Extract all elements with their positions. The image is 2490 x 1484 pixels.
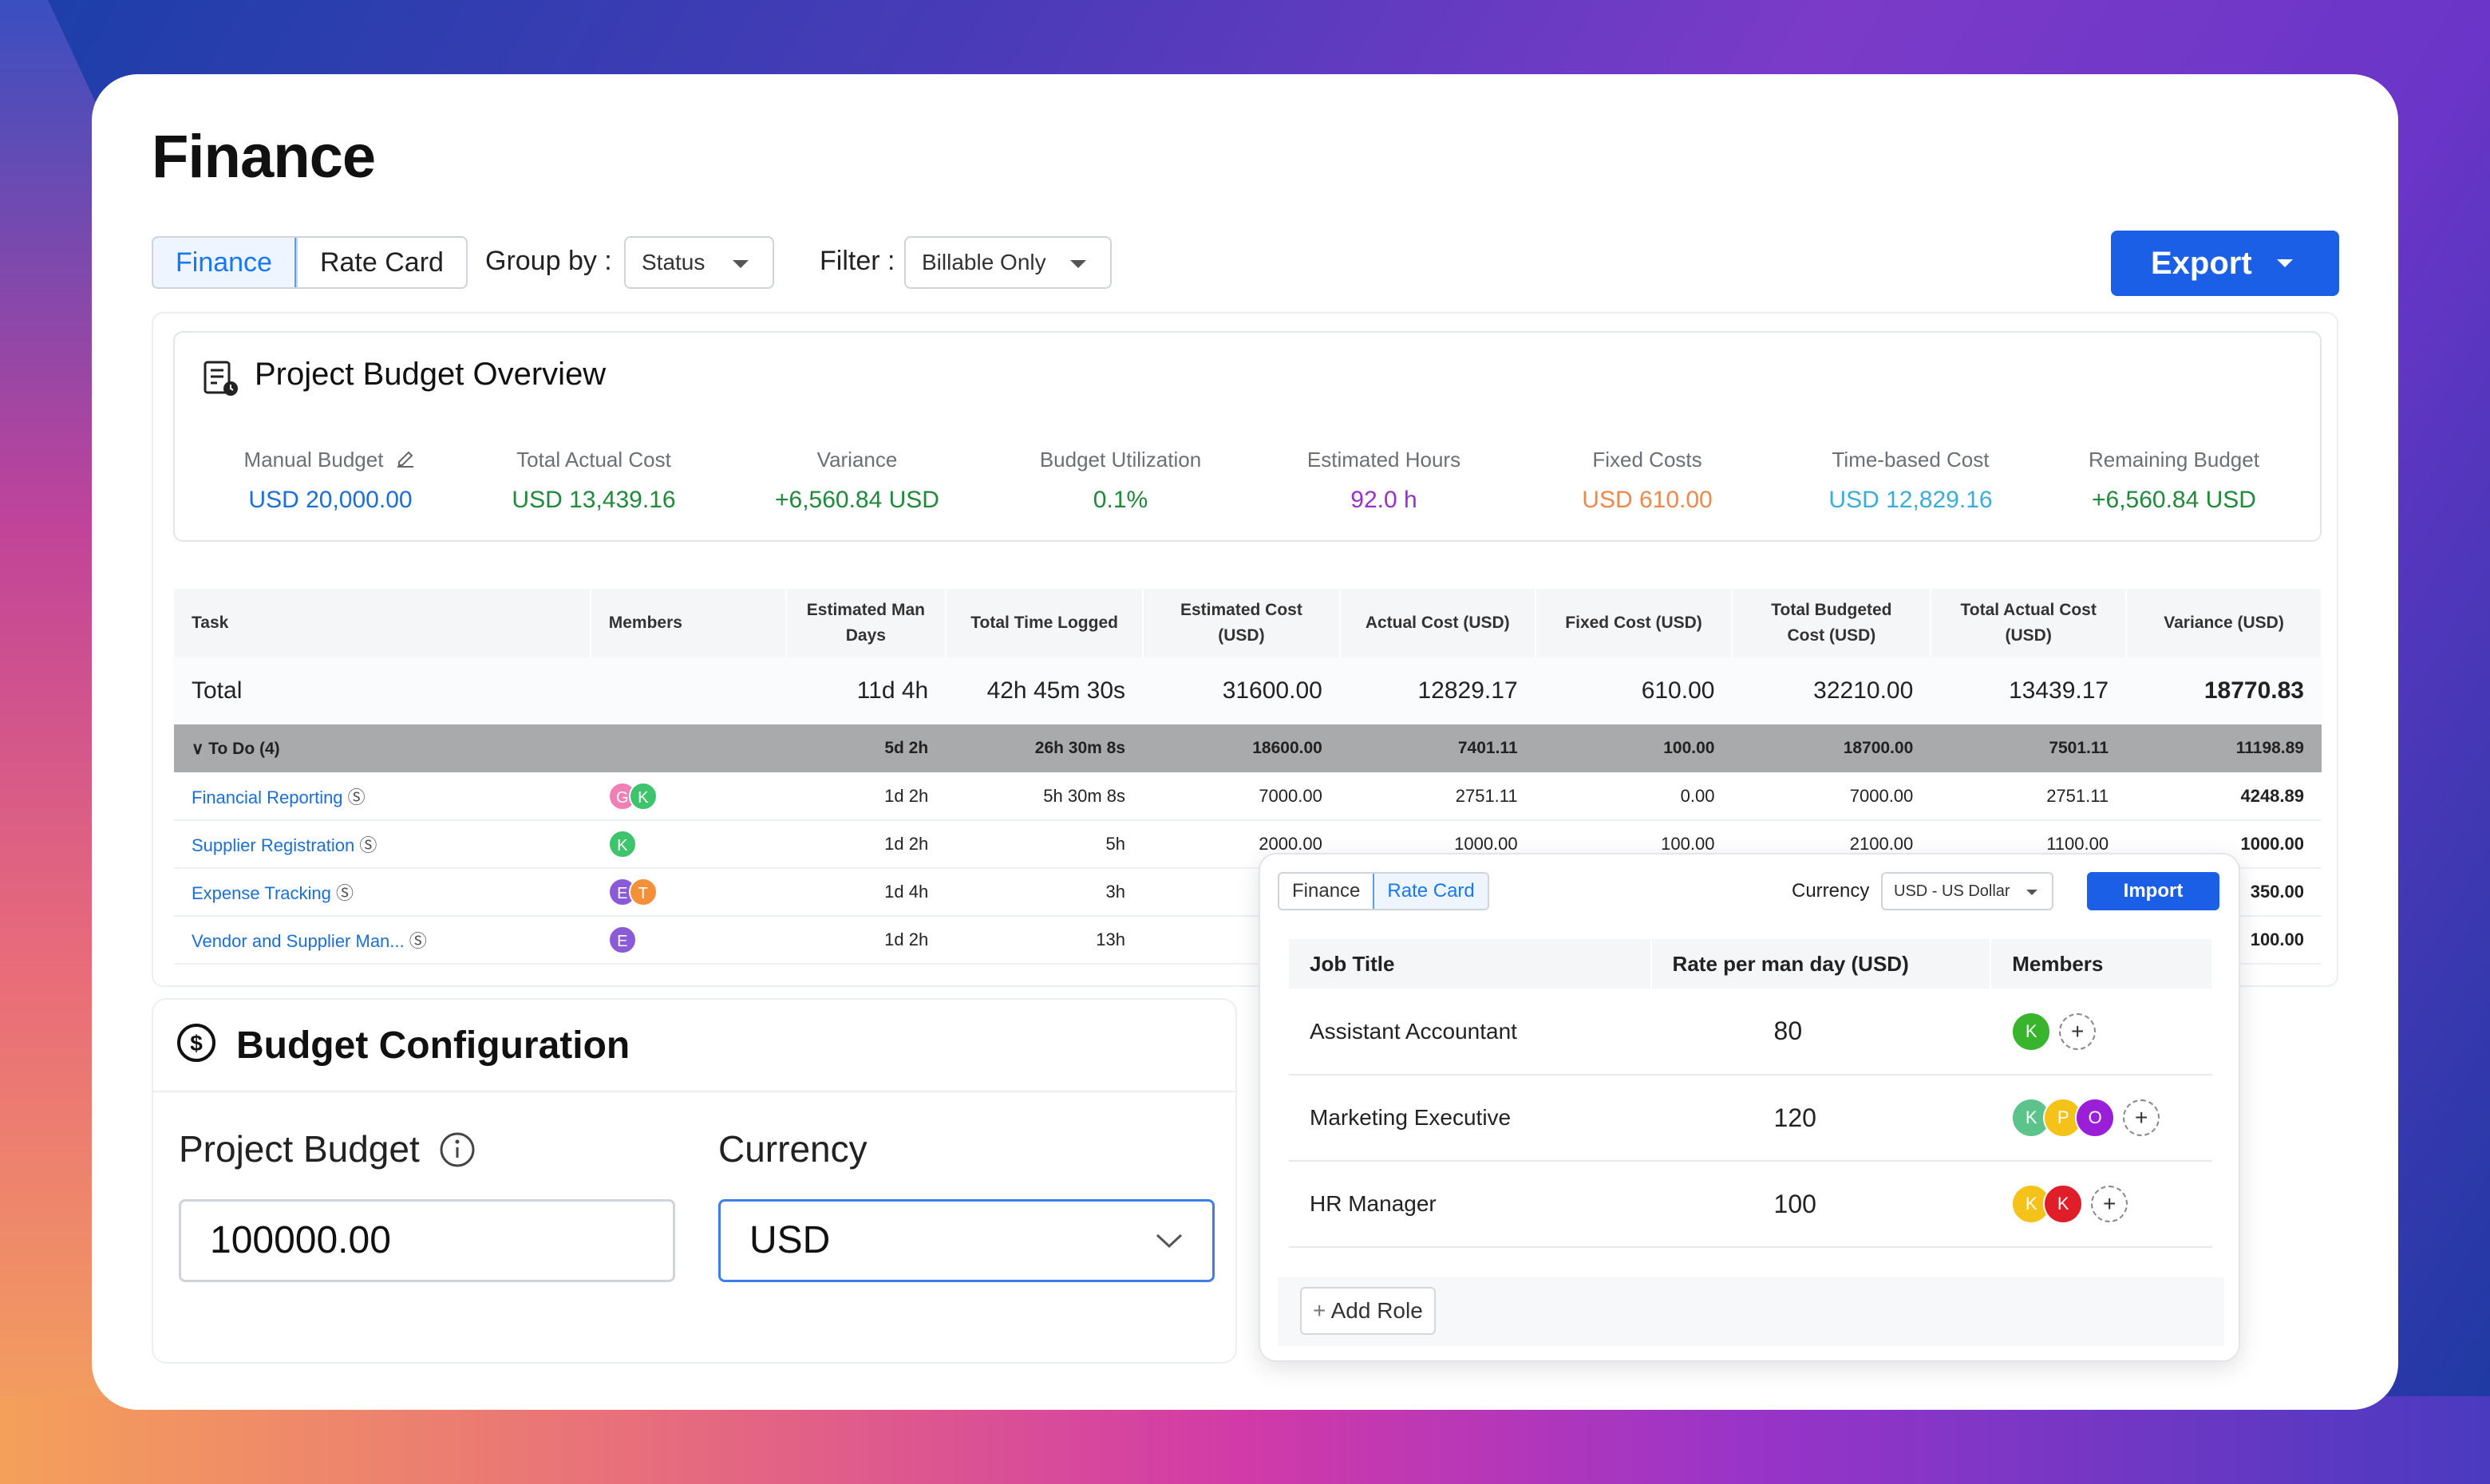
chevron-down-icon bbox=[733, 260, 749, 268]
edit-icon[interactable] bbox=[394, 448, 417, 470]
rate-card-popup: Finance Rate Card Currency USD - US Doll… bbox=[1259, 853, 2240, 1362]
finance-panel bbox=[152, 312, 2338, 987]
col-actual-cost[interactable]: Actual Cost (USD) bbox=[1339, 589, 1536, 657]
config-title: Budget Configuration bbox=[236, 1024, 630, 1067]
svg-text:$: $ bbox=[190, 1031, 203, 1056]
export-button[interactable]: Export bbox=[2111, 231, 2339, 296]
currency-label: Currency bbox=[718, 1128, 868, 1170]
avatar: K bbox=[607, 830, 637, 858]
plus-icon: + bbox=[1313, 1298, 1326, 1323]
budget-configuration: $ Budget Configuration Project Budget Cu… bbox=[152, 998, 1237, 1364]
table-row[interactable]: Assistant Accountant 80 K + bbox=[1289, 989, 2212, 1076]
rc-currency-select[interactable]: USD - US Dollar bbox=[1881, 872, 2053, 910]
col-time-logged[interactable]: Total Time Logged bbox=[946, 589, 1144, 657]
billable-icon: Ⓢ bbox=[347, 787, 366, 807]
col-rate[interactable]: Rate per man day (USD) bbox=[1650, 939, 1992, 989]
avatar: O bbox=[2075, 1098, 2116, 1138]
dollar-icon: $ bbox=[177, 1024, 215, 1062]
col-total-actual[interactable]: Total Actual Cost (USD) bbox=[1931, 589, 2128, 657]
tab-rate-card[interactable]: Rate Card bbox=[295, 238, 466, 287]
table-row[interactable]: Marketing Executive 120 K P O + bbox=[1289, 1075, 2212, 1162]
metric-estimated-hours: Estimated Hours 92.0 h bbox=[1306, 448, 1461, 513]
billable-icon: Ⓢ bbox=[409, 931, 427, 951]
currency-select[interactable]: USD bbox=[718, 1199, 1215, 1282]
finance-card: Finance Finance Rate Card Group by : Sta… bbox=[92, 74, 2398, 1410]
metric-time-based-cost: Time-based Cost USD 12,829.16 bbox=[1828, 448, 1993, 513]
col-fixed-cost[interactable]: Fixed Cost (USD) bbox=[1535, 589, 1733, 657]
info-icon[interactable] bbox=[439, 1131, 476, 1168]
import-button[interactable]: Import bbox=[2087, 872, 2219, 910]
filter-label: Filter : bbox=[820, 246, 895, 276]
chevron-down-icon bbox=[2026, 890, 2037, 895]
report-icon bbox=[204, 361, 238, 396]
avatar: P bbox=[2043, 1098, 2084, 1138]
chevron-down-icon bbox=[1070, 260, 1086, 268]
overview-title: Project Budget Overview bbox=[255, 357, 607, 392]
project-budget-input[interactable]: 100000.00 bbox=[179, 1199, 675, 1282]
col-total-budgeted[interactable]: Total Budgeted Cost (USD) bbox=[1732, 589, 1932, 657]
total-row: Total 11d 4h 42h 45m 30s 31600.00 12829.17 6… bbox=[174, 657, 2322, 724]
col-est-man-days[interactable]: Estimated Man Days bbox=[785, 589, 947, 657]
add-member-button[interactable]: + bbox=[2091, 1186, 2128, 1222]
tab-finance[interactable]: Finance bbox=[1292, 880, 1361, 902]
metric-remaining-budget: Remaining Budget +6,560.84 USD bbox=[2089, 448, 2259, 513]
metric-total-actual-cost: Total Actual Cost USD 13,439.16 bbox=[512, 448, 676, 513]
page-title: Finance bbox=[152, 123, 376, 191]
filter-select[interactable]: Billable Only bbox=[904, 236, 1112, 289]
col-est-cost[interactable]: Estimated Cost (USD) bbox=[1143, 589, 1341, 657]
rate-card-table: Job Title Rate per man day (USD) Members A… bbox=[1289, 939, 2213, 1248]
chevron-down-icon[interactable]: ∨ bbox=[192, 739, 204, 758]
add-member-button[interactable]: + bbox=[2123, 1099, 2160, 1136]
rc-currency-label: Currency bbox=[1792, 880, 1870, 902]
avatar: K bbox=[2043, 1184, 2084, 1224]
billable-icon: Ⓢ bbox=[359, 835, 377, 855]
project-budget-overview: Project Budget Overview Manual Budget USD… bbox=[173, 331, 2322, 542]
metric-fixed-costs: Fixed Costs USD 610.00 bbox=[1582, 448, 1713, 513]
col-job-title[interactable]: Job Title bbox=[1289, 939, 1652, 989]
project-budget-label: Project Budget bbox=[179, 1127, 476, 1170]
tab-finance[interactable]: Finance bbox=[152, 238, 296, 287]
avatar: K bbox=[628, 781, 658, 811]
chevron-down-icon bbox=[1156, 1233, 1183, 1249]
rate-card-tabs: Finance Rate Card bbox=[1278, 872, 1489, 910]
avatar: T bbox=[628, 878, 658, 906]
group-row-todo[interactable]: ∨ To Do (4) 5d 2h 26h 30m 8s 18600.00 7401.… bbox=[174, 724, 2322, 772]
billable-icon: Ⓢ bbox=[336, 883, 354, 903]
group-by-label: Group by : bbox=[485, 246, 612, 276]
tab-rate-card[interactable]: Rate Card bbox=[1373, 874, 1488, 909]
add-role-button[interactable]: + Add Role bbox=[1300, 1287, 1436, 1335]
col-variance[interactable]: Variance (USD) bbox=[2126, 589, 2322, 657]
col-task[interactable]: Task bbox=[174, 589, 591, 657]
group-by-select[interactable]: Status bbox=[624, 236, 774, 289]
view-tabs: Finance Rate Card bbox=[152, 236, 468, 289]
metric-budget-utilization: Budget Utilization 0.1% bbox=[1039, 448, 1202, 513]
table-row[interactable]: HR Manager 100 K K + bbox=[1289, 1161, 2212, 1248]
col-members[interactable]: Members bbox=[590, 589, 787, 657]
col-members[interactable]: Members bbox=[1990, 939, 2213, 989]
metric-manual-budget: Manual Budget USD 20,000.00 bbox=[199, 448, 462, 514]
chevron-down-icon bbox=[2277, 259, 2293, 267]
avatar: E bbox=[607, 926, 637, 954]
avatar: K bbox=[2011, 1011, 2052, 1052]
add-member-button[interactable]: + bbox=[2059, 1012, 2097, 1050]
metric-variance: Variance +6,560.84 USD bbox=[775, 448, 939, 513]
